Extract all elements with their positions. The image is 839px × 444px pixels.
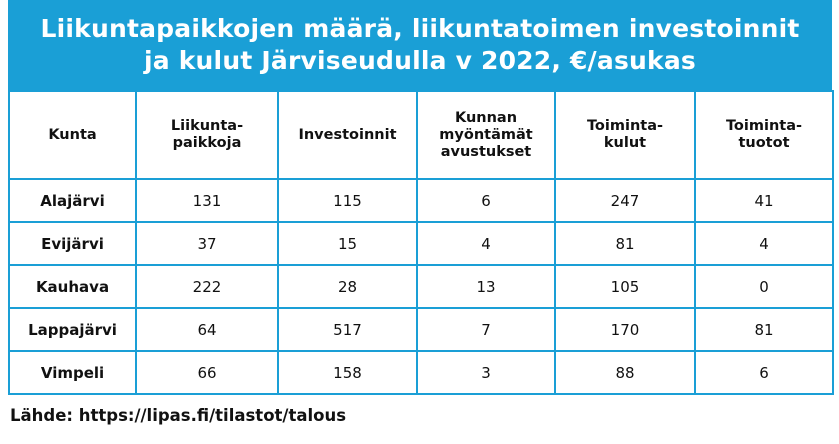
table-body: Alajärvi 131 115 6 247 41 Evijärvi 37 15 4 81 4 Kauh…: [8, 178, 834, 395]
header-toimintakulut: Toiminta-kulut: [554, 90, 696, 180]
table-row: Vimpeli 66 158 3 88 6: [8, 350, 834, 395]
column-header-line: avustukset: [440, 143, 532, 160]
value-cell: 6: [694, 350, 834, 395]
value-cell: 81: [694, 307, 834, 352]
value-cell: 28: [277, 264, 418, 309]
municipality-cell: Kauhava: [8, 264, 137, 309]
table-title: Liikuntapaikkojen määrä, liikuntatoimen …: [8, 0, 832, 90]
value-cell: 66: [135, 350, 279, 395]
value-cell: 222: [135, 264, 279, 309]
header-investoinnit: Investoinnit: [277, 90, 418, 180]
column-header-line: Kunta: [48, 126, 97, 143]
header-liikuntapaikkoja: Liikunta-paikkoja: [135, 90, 279, 180]
source-note: Lähde: https://lipas.fi/tilastot/talous: [10, 406, 347, 425]
value-cell: 6: [416, 178, 556, 223]
value-cell: 0: [694, 264, 834, 309]
value-cell: 81: [554, 221, 696, 266]
header-kunta: Kunta: [8, 90, 137, 180]
column-header-line: kulut: [603, 135, 647, 151]
table-title-line-1: Liikuntapaikkojen määrä, liikuntatoimen …: [40, 14, 800, 43]
column-header-line: Investoinnit: [298, 126, 397, 143]
column-header-line: Liikunta-: [170, 118, 244, 134]
table-row: Alajärvi 131 115 6 247 41: [8, 178, 834, 223]
value-cell: 41: [694, 178, 834, 223]
value-cell: 13: [416, 264, 556, 309]
column-header-line: tuotot: [738, 135, 790, 151]
column-header-line: Kunnan: [454, 109, 518, 126]
column-header-line: Toiminta-: [586, 118, 664, 134]
value-cell: 88: [554, 350, 696, 395]
column-header-line: myöntämät: [439, 126, 533, 143]
value-cell: 4: [416, 221, 556, 266]
value-cell: 131: [135, 178, 279, 223]
value-cell: 247: [554, 178, 696, 223]
value-cell: 15: [277, 221, 418, 266]
municipality-cell: Alajärvi: [8, 178, 137, 223]
municipality-cell: Evijärvi: [8, 221, 137, 266]
column-header-line: Toiminta-: [725, 118, 803, 134]
value-cell: 4: [694, 221, 834, 266]
value-cell: 37: [135, 221, 279, 266]
table-row: Lappajärvi 64 517 7 170 81: [8, 307, 834, 352]
value-cell: 64: [135, 307, 279, 352]
municipality-cell: Lappajärvi: [8, 307, 137, 352]
table-frame: Liikuntapaikkojen määrä, liikuntatoimen …: [8, 0, 834, 395]
header-avustukset: Kunnan myöntämät avustukset: [416, 90, 556, 180]
value-cell: 105: [554, 264, 696, 309]
value-cell: 158: [277, 350, 418, 395]
value-cell: 517: [277, 307, 418, 352]
column-header-line: paikkoja: [172, 135, 242, 151]
municipality-cell: Vimpeli: [8, 350, 137, 395]
value-cell: 7: [416, 307, 556, 352]
header-row: Kunta Liikunta-paikkoja Investoinnit Kunnan…: [8, 90, 834, 180]
table-title-line-2: ja kulut Järviseudulla v 2022, €/asukas: [143, 46, 697, 75]
value-cell: 3: [416, 350, 556, 395]
table-row: Evijärvi 37 15 4 81 4: [8, 221, 834, 266]
value-cell: 170: [554, 307, 696, 352]
table-row: Kauhava 222 28 13 105 0: [8, 264, 834, 309]
header-toimintatuotot: Toiminta-tuotot: [694, 90, 834, 180]
value-cell: 115: [277, 178, 418, 223]
data-table: Kunta Liikunta-paikkoja Investoinnit Kunnan…: [8, 90, 834, 395]
